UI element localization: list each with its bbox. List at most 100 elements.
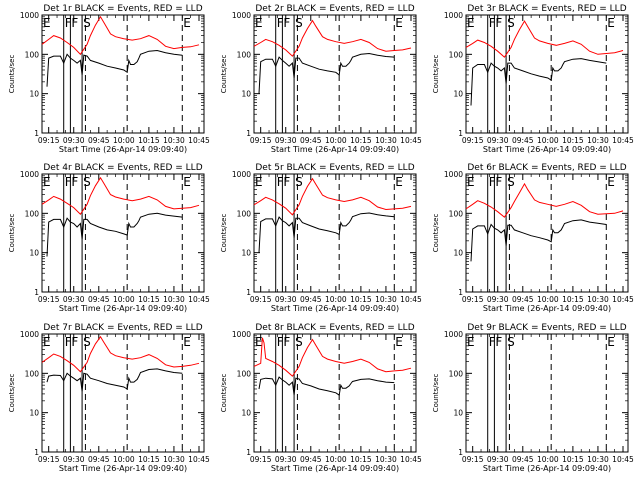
event-marker-label: E (183, 335, 191, 349)
event-marker-label: E (43, 16, 51, 30)
x-axis: 09:15 09:30 09:45 10:00 10:15 10:30 10:45 (38, 334, 210, 464)
event-marker-label: E (43, 335, 51, 349)
x-tick-label: 09:15 (38, 295, 60, 304)
event-marker-label: F (495, 335, 502, 349)
y-tick-label: 100 (25, 209, 40, 218)
y-axis-label: Counts/sec (8, 55, 16, 94)
y-axis: 1 10 100 1000 (20, 330, 204, 457)
event-marker-label: E (43, 175, 51, 189)
x-tick-label: 10:30 (163, 136, 185, 145)
y-tick-label: 10 (241, 249, 251, 258)
event-marker-label: F (489, 175, 496, 189)
x-tick-label: 10:30 (587, 455, 609, 464)
y-tick-label: 10 (453, 409, 463, 418)
event-marker-label: F (65, 16, 72, 30)
x-tick-label: 10:45 (612, 136, 634, 145)
event-marker-label: E (255, 16, 263, 30)
panel-title: Det 5r BLACK = Events, RED = LLD (255, 163, 414, 173)
y-tick-label: 1 (34, 288, 39, 297)
y-tick-label: 10 (29, 90, 39, 99)
x-tick-label: 10:45 (612, 455, 634, 464)
y-axis: 1 10 100 1000 (444, 330, 628, 457)
y-axis-label: Counts/sec (220, 55, 228, 94)
y-tick-label: 1000 (232, 11, 251, 20)
event-marker-label: E (607, 16, 615, 30)
event-marker-label: E (395, 175, 403, 189)
x-tick-label: 10:15 (138, 455, 160, 464)
event-marker-label: S (83, 16, 91, 30)
x-tick-label: 09:30 (63, 136, 85, 145)
x-axis-label: Start Time (26-Apr-14 09:09:40) (271, 145, 399, 154)
detector-panel-8: Det 8r BLACK = Events, RED = LLD 1 10 100 10… (220, 323, 422, 473)
x-tick-label: 10:15 (562, 295, 584, 304)
y-tick-label: 1000 (444, 11, 463, 20)
y-axis: 1 10 100 1000 (444, 11, 628, 138)
x-tick-label: 10:30 (375, 295, 397, 304)
event-marker-label: E (255, 175, 263, 189)
panel-title: Det 3r BLACK = Events, RED = LLD (467, 4, 626, 14)
event-marker-label: S (295, 335, 303, 349)
detector-panel-2: Det 2r BLACK = Events, RED = LLD 1 10 100 10… (220, 4, 422, 154)
x-tick-label: 10:00 (325, 455, 347, 464)
y-tick-label: 1 (458, 129, 463, 138)
y-tick-label: 10 (29, 409, 39, 418)
x-tick-label: 10:00 (113, 455, 135, 464)
y-tick-label: 1 (458, 288, 463, 297)
x-axis-label: Start Time (26-Apr-14 09:09:40) (483, 145, 611, 154)
y-axis-label: Counts/sec (220, 374, 228, 413)
x-tick-label: 09:30 (275, 455, 297, 464)
event-marker-label: E (467, 335, 475, 349)
y-tick-label: 100 (449, 209, 464, 218)
y-tick-label: 1000 (444, 170, 463, 179)
panel-title: Det 4r BLACK = Events, RED = LLD (43, 163, 202, 173)
event-marker-label: S (507, 16, 515, 30)
axes-frame (465, 333, 629, 453)
x-axis: 09:15 09:30 09:45 10:00 10:15 10:30 10:45 (462, 15, 634, 145)
x-tick-label: 10:30 (375, 455, 397, 464)
x-tick-label: 10:30 (587, 295, 609, 304)
x-tick-label: 09:15 (250, 295, 272, 304)
y-tick-label: 100 (237, 50, 252, 59)
panel-title: Det 8r BLACK = Events, RED = LLD (255, 323, 414, 333)
series-line-lld (253, 19, 412, 57)
x-tick-label: 10:45 (400, 455, 422, 464)
series-line-events (258, 376, 395, 396)
event-marker-label: E (183, 175, 191, 189)
event-marker-label: F (65, 175, 72, 189)
axes-frame (253, 14, 417, 134)
x-tick-label: 09:15 (38, 136, 60, 145)
x-tick-label: 09:15 (462, 295, 484, 304)
y-axis: 1 10 100 1000 (444, 170, 628, 297)
event-marker-label: F (71, 335, 78, 349)
detector-panel-9: Det 9r BLACK = Events, RED = LLD 1 10 100 10… (432, 323, 634, 473)
event-marker-label: E (467, 175, 475, 189)
x-tick-label: 10:30 (163, 295, 185, 304)
x-axis: 09:15 09:30 09:45 10:00 10:15 10:30 10:45 (462, 334, 634, 464)
event-marker-label: F (277, 335, 284, 349)
y-axis-label: Counts/sec (432, 374, 440, 413)
x-tick-label: 09:45 (512, 455, 534, 464)
x-axis-label: Start Time (26-Apr-14 09:09:40) (59, 145, 187, 154)
detector-panel-6: Det 6r BLACK = Events, RED = LLD 1 10 100 10… (432, 163, 634, 313)
y-tick-label: 1000 (444, 330, 463, 339)
x-tick-label: 10:30 (375, 136, 397, 145)
y-axis-label: Counts/sec (432, 214, 440, 253)
panel-title: Det 1r BLACK = Events, RED = LLD (43, 4, 202, 14)
event-marker-label: F (65, 335, 72, 349)
y-axis: 1 10 100 1000 (20, 170, 204, 297)
event-marker-label: F (495, 16, 502, 30)
y-tick-label: 1000 (20, 330, 39, 339)
x-tick-label: 09:45 (300, 295, 322, 304)
y-tick-label: 10 (29, 249, 39, 258)
x-tick-label: 09:30 (63, 455, 85, 464)
x-axis-label: Start Time (26-Apr-14 09:09:40) (483, 304, 611, 313)
x-tick-label: 09:45 (300, 455, 322, 464)
x-tick-label: 10:15 (562, 136, 584, 145)
series-line-lld (41, 15, 200, 56)
x-tick-label: 10:30 (163, 455, 185, 464)
x-tick-label: 10:00 (325, 295, 347, 304)
